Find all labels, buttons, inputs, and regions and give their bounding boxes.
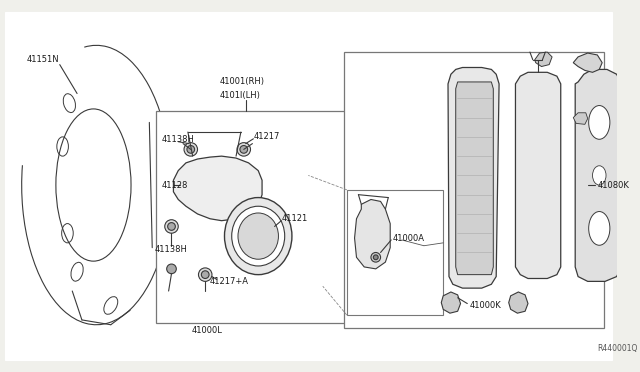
Circle shape bbox=[371, 253, 381, 262]
Polygon shape bbox=[515, 72, 561, 279]
Circle shape bbox=[240, 145, 248, 153]
Ellipse shape bbox=[225, 198, 292, 275]
Polygon shape bbox=[355, 199, 390, 269]
Ellipse shape bbox=[593, 166, 606, 185]
Polygon shape bbox=[509, 292, 528, 313]
Text: 41000L: 41000L bbox=[192, 326, 223, 335]
Ellipse shape bbox=[589, 212, 610, 245]
Text: 41000K: 41000K bbox=[469, 301, 501, 310]
Circle shape bbox=[373, 255, 378, 260]
Circle shape bbox=[198, 268, 212, 281]
Text: 41217: 41217 bbox=[253, 132, 280, 141]
Text: 41080K: 41080K bbox=[597, 180, 629, 190]
Circle shape bbox=[168, 222, 175, 230]
Circle shape bbox=[166, 264, 176, 274]
Bar bbox=[344, 52, 604, 328]
Bar bbox=[347, 190, 443, 315]
Circle shape bbox=[184, 142, 198, 156]
Circle shape bbox=[202, 271, 209, 279]
Polygon shape bbox=[441, 292, 461, 313]
Text: 41138H: 41138H bbox=[162, 135, 195, 144]
Circle shape bbox=[187, 145, 195, 153]
Polygon shape bbox=[456, 82, 493, 275]
Polygon shape bbox=[573, 113, 588, 124]
Text: R440001Q: R440001Q bbox=[597, 344, 637, 353]
Text: 41151N: 41151N bbox=[27, 55, 60, 64]
Text: 41217+A: 41217+A bbox=[210, 277, 249, 286]
Circle shape bbox=[164, 220, 179, 233]
Text: 4101l(LH): 4101l(LH) bbox=[220, 91, 260, 100]
Text: 41000A: 41000A bbox=[392, 234, 424, 243]
Text: 41128: 41128 bbox=[162, 180, 188, 190]
Text: 41138H: 41138H bbox=[154, 245, 187, 254]
Polygon shape bbox=[573, 53, 602, 72]
Text: 41121: 41121 bbox=[282, 214, 308, 223]
Polygon shape bbox=[535, 52, 552, 67]
Ellipse shape bbox=[232, 206, 285, 266]
Ellipse shape bbox=[238, 213, 278, 259]
Polygon shape bbox=[448, 67, 499, 288]
Bar bbox=[156, 111, 347, 323]
Ellipse shape bbox=[589, 106, 610, 139]
Circle shape bbox=[237, 142, 250, 156]
Polygon shape bbox=[173, 156, 262, 221]
Text: 41001(RH): 41001(RH) bbox=[220, 77, 265, 86]
Polygon shape bbox=[575, 70, 625, 281]
